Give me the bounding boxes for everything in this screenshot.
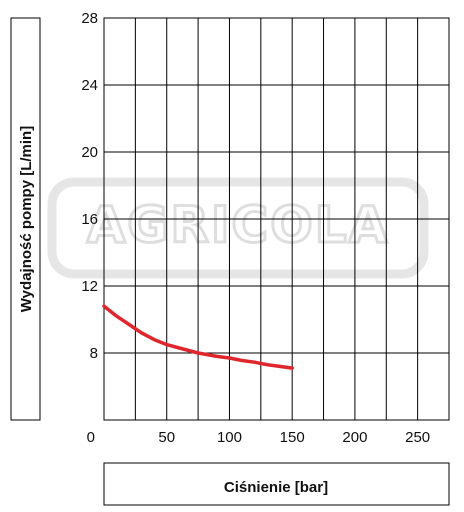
y-axis-title-box (10, 17, 41, 421)
y-tick-label: 20 (81, 144, 98, 161)
y-tick-label: 16 (81, 211, 98, 228)
y-tick-label: 8 (90, 345, 98, 362)
ticks-layer: 0 50 100 150 200 250 8 12 16 20 24 28 (81, 10, 430, 446)
x-axis-title: Ciśnienie [bar] (224, 479, 328, 496)
series-line (102, 304, 294, 370)
series-layer (102, 304, 294, 370)
x-tick-label: 200 (342, 429, 367, 446)
y-tick-label: 28 (81, 10, 98, 27)
x-tick-label: 50 (158, 429, 175, 446)
x-tick-label: 100 (217, 429, 242, 446)
grid (103, 17, 450, 421)
x-tick-label: 0 (87, 429, 95, 446)
y-tick-label: 12 (81, 278, 98, 295)
x-tick-label: 250 (405, 429, 430, 446)
watermark-text: AGRICOLA (87, 196, 390, 254)
x-tick-label: 150 (280, 429, 305, 446)
watermark: AGRICOLA (47, 177, 429, 279)
x-axis-title-box (103, 462, 450, 506)
y-tick-label: 24 (81, 77, 98, 94)
y-axis-title: Wydajność pompy [L/min] (18, 126, 35, 312)
